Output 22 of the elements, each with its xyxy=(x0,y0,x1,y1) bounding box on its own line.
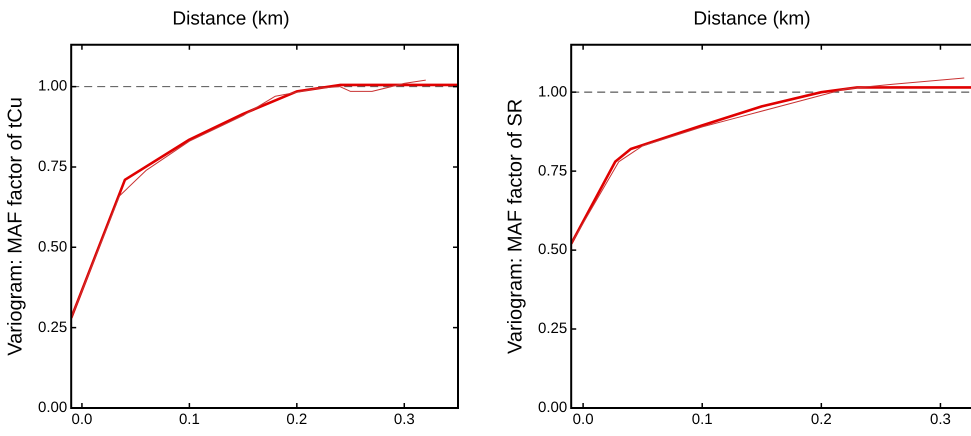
y-tick-label: 0.00 xyxy=(38,399,68,416)
x-tick-label: 0.0 xyxy=(72,411,92,428)
y-tick-label: 0.75 xyxy=(38,158,68,176)
y-tick-label: 0.50 xyxy=(538,241,568,258)
y-tick-label: 1.00 xyxy=(38,78,68,95)
y-tick-label: 1.00 xyxy=(538,83,568,100)
chart-title: Distance (km) xyxy=(172,8,290,30)
x-tick-label: 0.3 xyxy=(394,411,415,428)
x-tick-label: 0.1 xyxy=(692,411,713,428)
y-axis-title: Variogram: MAF factor of tCu xyxy=(4,97,27,356)
x-tick-label: 0.2 xyxy=(810,411,832,428)
y-tick-label: 0.75 xyxy=(538,162,568,180)
y-axis-title: Variogram: MAF factor of SR xyxy=(504,98,527,354)
y-tick-label: 0.25 xyxy=(538,320,568,338)
x-tick-label: 0.1 xyxy=(178,411,200,428)
chart-title: Distance (km) xyxy=(693,8,811,30)
x-tick-label: 0.2 xyxy=(286,411,308,428)
y-tick-label: 0.00 xyxy=(538,399,568,416)
x-tick-label: 0.3 xyxy=(930,411,951,428)
y-tick-label: 0.50 xyxy=(38,238,68,256)
x-tick-label: 0.0 xyxy=(572,411,594,428)
y-tick-label: 0.25 xyxy=(38,318,68,336)
